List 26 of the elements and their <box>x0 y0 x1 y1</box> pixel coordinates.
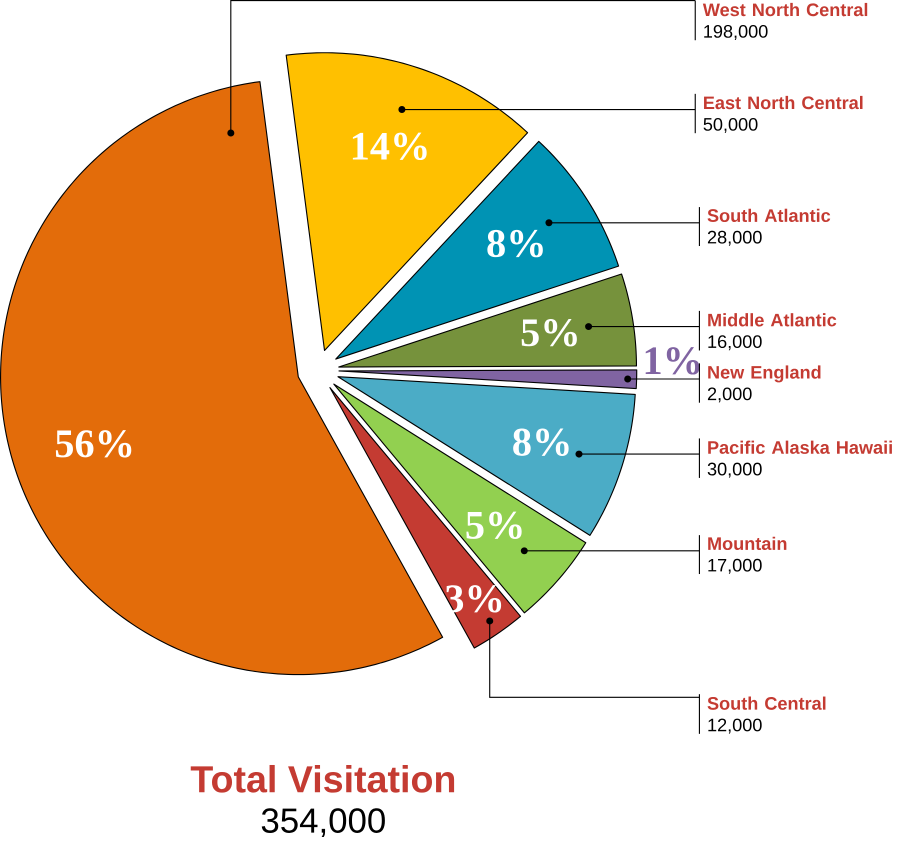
legend-label: Middle Atlantic <box>708 313 836 327</box>
text: 354,000 <box>262 808 385 838</box>
text: 12,000 <box>708 718 762 734</box>
legend-label: East North Central <box>704 96 863 110</box>
data-label: 1% <box>646 347 700 375</box>
legend-label: South Central <box>708 696 826 710</box>
data-label: 3% <box>446 585 502 613</box>
data-label: 5% <box>522 319 577 347</box>
text: 16,000 <box>708 335 762 350</box>
data-label: 8% <box>513 428 569 456</box>
text: 198,000 <box>704 25 768 40</box>
text: 2,000 <box>708 388 752 403</box>
text: 50,000 <box>704 118 758 134</box>
text: 17,000 <box>708 558 762 574</box>
legend-label: West North Central <box>702 3 868 16</box>
legend-label: New England <box>708 366 821 383</box>
legend-label: South Atlantic <box>708 208 830 222</box>
text: 28,000 <box>708 230 762 246</box>
data-label: 56% <box>56 430 132 458</box>
legend-label: Pacific Alaska Hawaii <box>708 440 892 454</box>
data-label: 5% <box>466 512 522 540</box>
text: Total Visitation <box>190 765 454 793</box>
text: 30,000 <box>708 462 762 478</box>
legend-label: Mountain <box>708 536 786 550</box>
data-label: 14% <box>352 132 427 160</box>
data-label: 8% <box>487 230 543 258</box>
